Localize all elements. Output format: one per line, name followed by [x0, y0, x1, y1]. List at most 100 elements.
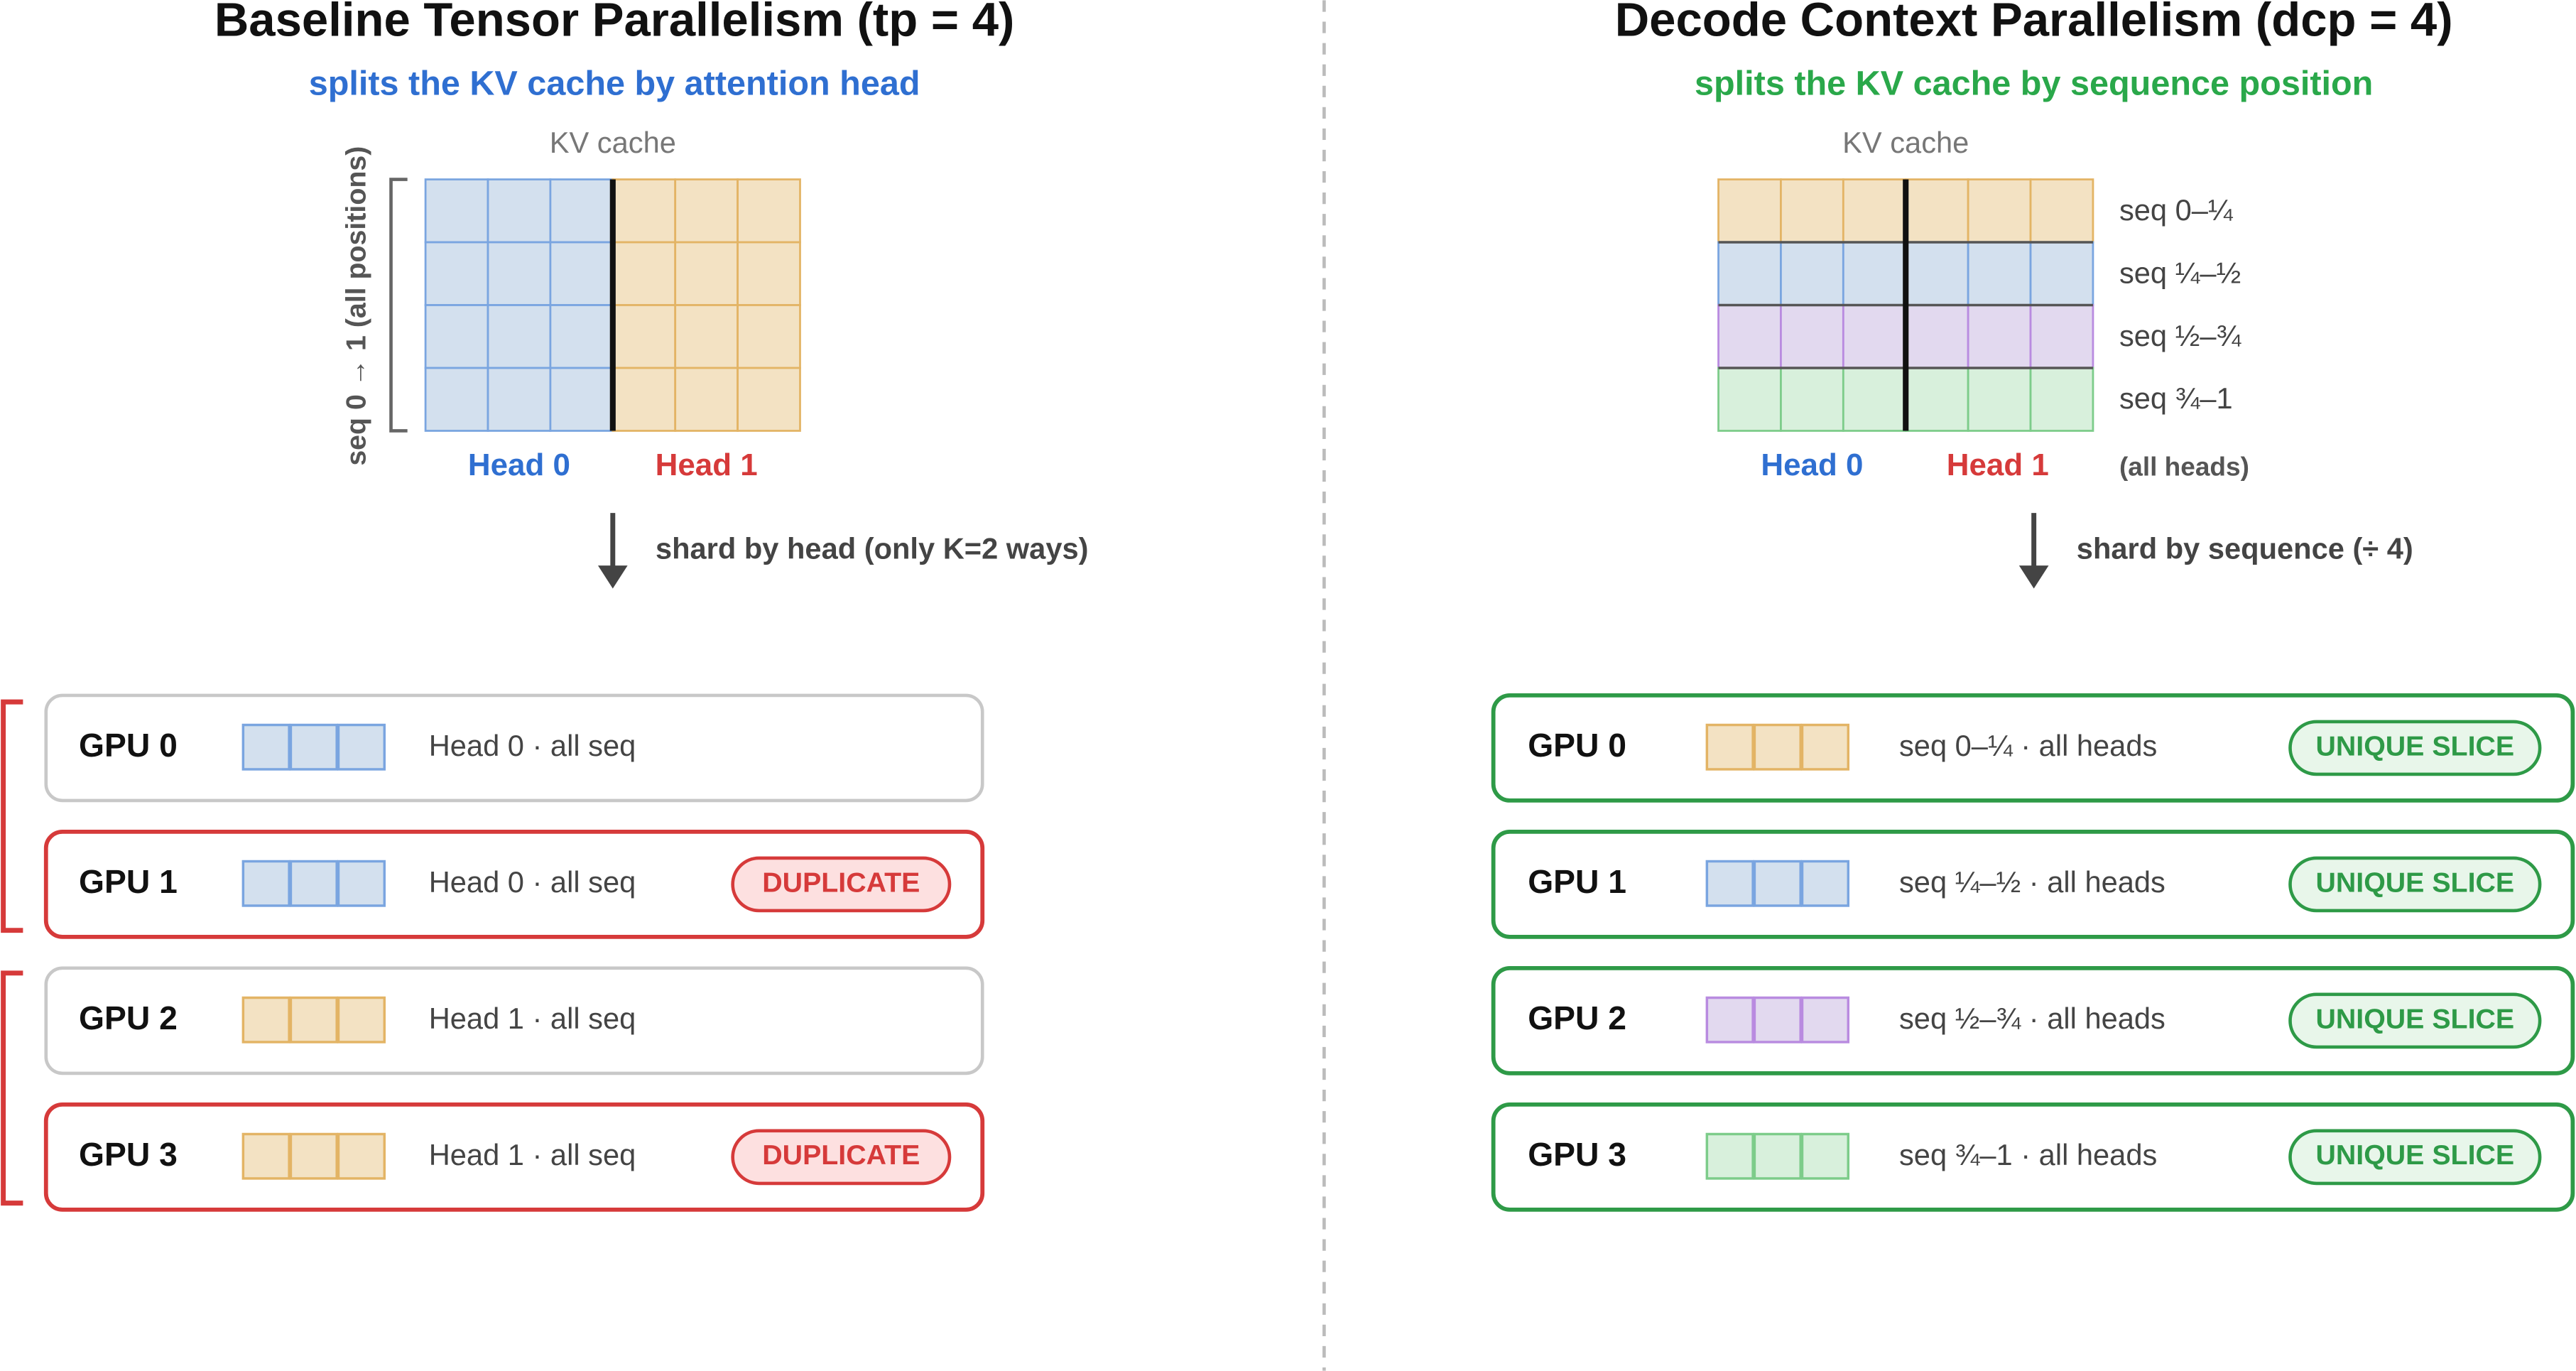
cache-label: KV cache: [550, 126, 676, 159]
badge-text: DUPLICATE: [762, 1139, 920, 1171]
cache-label: KV cache: [1842, 126, 1969, 159]
seq-bracket: [389, 178, 408, 433]
cache-cell: [424, 241, 489, 306]
shard-cell: [337, 996, 386, 1044]
shard-cell: [1753, 723, 1802, 771]
arrow-head: [597, 565, 628, 589]
gpu-name: GPU 0: [1528, 727, 1626, 764]
cache-cell: [737, 367, 801, 432]
shard-cell: [1705, 1132, 1754, 1180]
badge: [2288, 856, 2542, 913]
group-bracket: [1, 699, 23, 933]
cache-cell: [1967, 241, 2032, 306]
right-title: Decode Context Parallelism (dcp = 4): [1615, 0, 2453, 47]
shard-cell: [241, 996, 290, 1044]
badge-text: UNIQUE SLICE: [2316, 1139, 2515, 1171]
gpu-desc: Head 0 · all seq: [429, 729, 636, 762]
cache-cell: [2029, 241, 2094, 306]
cache-cell: [1904, 241, 1969, 306]
gpu-name: GPU 3: [1528, 1136, 1626, 1173]
gpu-desc: Head 1 · all seq: [429, 1002, 636, 1035]
gpu-card: [44, 693, 984, 803]
gpu-card: [43, 1102, 985, 1212]
cache-cell: [674, 241, 739, 306]
arrow-head: [2018, 565, 2049, 589]
cache-cell: [737, 178, 801, 244]
row-label: seq ¾–1: [2119, 381, 2233, 415]
arrow-label: shard by sequence (÷ 4): [2077, 531, 2413, 565]
gpu-card: [43, 829, 985, 939]
cache-cell: [1780, 241, 1844, 306]
cache-cell: [1842, 241, 1907, 306]
shard-cell: [1753, 860, 1802, 907]
cache-cell: [1717, 178, 1782, 244]
shard-cell: [1800, 996, 1850, 1044]
cache-cell: [612, 178, 677, 244]
cache-cell: [612, 304, 677, 369]
cache-cell: [549, 178, 614, 244]
badge-text: UNIQUE SLICE: [2316, 867, 2515, 898]
cache-cell: [1967, 367, 2032, 432]
badge: [2288, 992, 2542, 1049]
shard-cell: [241, 723, 290, 771]
cache-cell: [2029, 178, 2094, 244]
row-label: seq 0–¼: [2119, 193, 2234, 227]
cache-cell: [487, 178, 552, 244]
cache-cell: [549, 367, 614, 432]
cache-cell: [487, 304, 552, 369]
badge: [731, 856, 952, 913]
left-subtitle: splits the KV cache by attention head: [309, 65, 920, 103]
shard-cell: [1753, 996, 1802, 1044]
gpu-name: GPU 2: [79, 999, 178, 1036]
left-title: Baseline Tensor Parallelism (tp = 4): [214, 0, 1014, 47]
cache-cell: [674, 178, 739, 244]
gpu-desc: seq ¼–½ · all heads: [1899, 865, 2165, 899]
shard-cell: [289, 1132, 338, 1180]
shard-cell: [337, 860, 386, 907]
gpu-name: GPU 1: [79, 863, 178, 900]
cache-cell: [1780, 178, 1844, 244]
gpu-desc: Head 1 · all seq: [429, 1138, 636, 1171]
cache-cell: [674, 367, 739, 432]
cache-cell: [1904, 304, 1969, 369]
gpu-card: [1491, 965, 2575, 1075]
head-label: Head 1: [656, 448, 758, 482]
cache-cell: [1967, 178, 2032, 244]
cache-cell: [612, 241, 677, 306]
gpu-name: GPU 0: [79, 727, 178, 764]
badge-text: UNIQUE SLICE: [2316, 1003, 2515, 1034]
shard-cell: [289, 860, 338, 907]
gpu-card: [1491, 829, 2575, 939]
badge-text: DUPLICATE: [762, 867, 920, 898]
gpu-card: [44, 966, 984, 1075]
gpu-desc: seq ½–¾ · all heads: [1899, 1002, 2165, 1035]
shard-cell: [289, 996, 338, 1044]
cache-cell: [424, 304, 489, 369]
cache-cell: [424, 367, 489, 432]
cache-cell: [1717, 304, 1782, 369]
badge: [731, 1129, 952, 1186]
shard-cell: [1800, 1132, 1850, 1180]
shard-cell: [241, 860, 290, 907]
shard-cell: [337, 1132, 386, 1180]
cache-cell: [1780, 304, 1844, 369]
cache-cell: [612, 367, 677, 432]
row-label: seq ¼–½: [2119, 256, 2241, 289]
right-subtitle: splits the KV cache by sequence position: [1695, 65, 2373, 103]
gpu-name: GPU 1: [1528, 863, 1626, 900]
cache-cell: [1842, 304, 1907, 369]
cache-cell: [674, 304, 739, 369]
cache-cell: [1717, 367, 1782, 432]
heads-note: (all heads): [2119, 451, 2249, 481]
shard-cell: [1800, 723, 1850, 771]
shard-cell: [1800, 860, 1850, 907]
shard-cell: [1705, 860, 1754, 907]
cache-cell: [1904, 178, 1969, 244]
cache-cell: [2029, 304, 2094, 369]
gpu-card: [1491, 1102, 2575, 1212]
shard-cell: [1753, 1132, 1802, 1180]
cache-cell: [424, 178, 489, 244]
head-label: Head 0: [1761, 448, 1863, 482]
cache-cell: [737, 304, 801, 369]
